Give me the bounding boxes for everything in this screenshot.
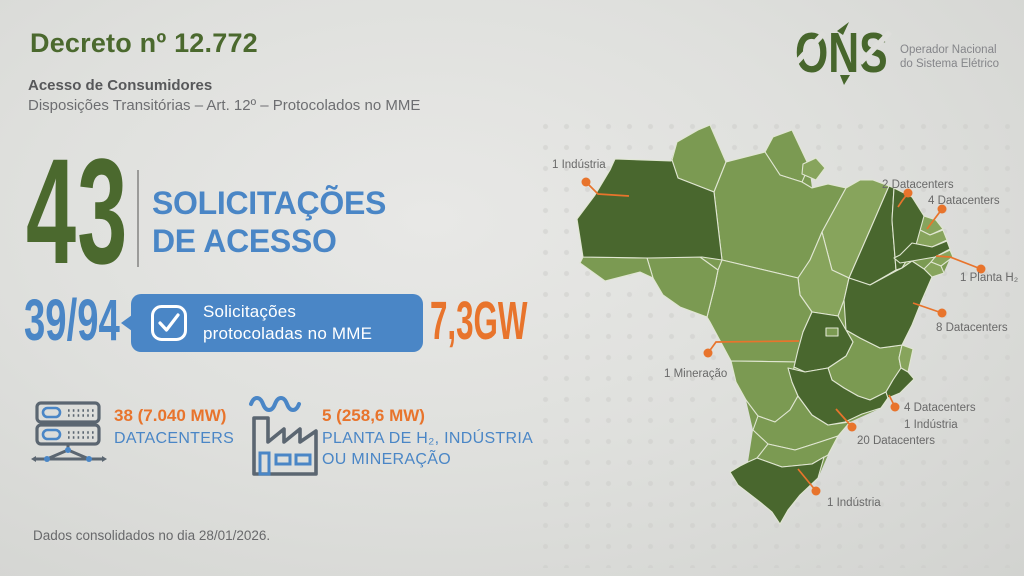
subtitle: Disposições Transitórias – Art. 12º – Pr…: [28, 97, 421, 114]
ons-logo-under-mark: [840, 75, 850, 85]
state-pernambuco: [893, 240, 951, 264]
vertical-divider: [137, 170, 139, 267]
state-rio-grande-do-sul: [729, 456, 825, 525]
state-marajo-island: [801, 157, 826, 181]
map-marker-bahia: 8 Datacenters: [912, 302, 1008, 334]
map-label: 1 Indústria: [552, 159, 606, 171]
ons-logo-cuts: [793, 30, 892, 67]
protocol-badge-line2: protocoladas no MME: [203, 324, 373, 343]
state-bahia: [843, 260, 933, 349]
map-marker-pernambuco: 1 Planta H₂: [935, 255, 1018, 284]
subtitle-bold: Acesso de Consumidores: [28, 77, 213, 94]
ons-logo: ONS Operador Nacional do Sistema Elétric…: [793, 22, 999, 85]
total-requests-label-line2: DE ACESSO: [152, 223, 337, 259]
total-requests-label-line1: SOLICITAÇÕES: [152, 185, 387, 221]
protocol-badge-line1: Solicitações: [203, 302, 297, 321]
map-label: 4 Datacenters: [928, 195, 1000, 207]
total-requests-label: SOLICITAÇÕES DE ACESSO: [152, 184, 386, 260]
map-marker-sao-paulo: 20 Datacenters: [835, 408, 935, 447]
state-acre: [579, 256, 654, 282]
map-label: 1 Indústria: [904, 419, 958, 431]
ons-tagline-1: Operador Nacional: [900, 44, 997, 56]
total-requests-number: 43: [26, 127, 129, 295]
map-label: 1 Planta H₂: [960, 272, 1018, 284]
map-label: 8 Datacenters: [936, 322, 1008, 334]
industry-label: PLANTA DE H₂, INDÚSTRIA OU MINERAÇÃO: [322, 428, 533, 470]
map-label: 1 Mineração: [664, 368, 727, 380]
map-marker-rio-grande-do-sul: 1 Indústria: [797, 468, 881, 509]
page-title: Decreto nº 12.772: [30, 28, 258, 58]
map-label: 1 Indústria: [827, 497, 881, 509]
ons-tagline-2: do Sistema Elétrico: [900, 58, 999, 70]
industry-label-line1: PLANTA DE H₂, INDÚSTRIA: [322, 430, 534, 447]
datacenters-label: DATACENTERS: [114, 430, 235, 447]
ons-logo-accent-mark: [837, 22, 849, 35]
industry-value: 5 (258,6 MW): [322, 406, 425, 425]
map-marker-ceara-east: 4 Datacenters: [926, 195, 1000, 230]
checkmark-icon: [151, 305, 187, 341]
total-power: 7,3GW: [430, 291, 528, 351]
map-marker-goias: 1 Mineração: [664, 340, 800, 380]
protocol-badge: Solicitações protocoladas no MME: [121, 294, 423, 352]
state-alagoas: [930, 249, 954, 267]
brazil-map: 1 Indústria 2 Datacenters 4 Datacenters …: [552, 124, 1018, 525]
map-marker-amazonas: 1 Indústria: [552, 159, 630, 197]
protocol-ratio: 39/94: [24, 288, 120, 353]
protocol-badge-text: Solicitações protocoladas no MME: [203, 301, 372, 345]
map-label: 20 Datacenters: [857, 435, 935, 447]
state-distrito-federal: [825, 327, 839, 337]
map-label: 2 Datacenters: [882, 179, 954, 191]
map-marker-ceara-north: 2 Datacenters: [882, 179, 954, 208]
state-rondonia: [646, 256, 719, 318]
datacenters-value: 38 (7.040 MW): [114, 406, 227, 425]
industry-label-line2: OU MINERAÇÃO: [322, 451, 451, 468]
state-amazonas: [576, 158, 723, 261]
map-label: 4 Datacenters: [904, 402, 976, 414]
datacenter-server-icon: [31, 401, 107, 462]
factory-icon: [249, 396, 318, 476]
map-marker-rio-de-janeiro: 4 Datacenters 1 Indústria: [888, 394, 976, 431]
footer-note: Dados consolidados no dia 28/01/2026.: [33, 528, 271, 543]
